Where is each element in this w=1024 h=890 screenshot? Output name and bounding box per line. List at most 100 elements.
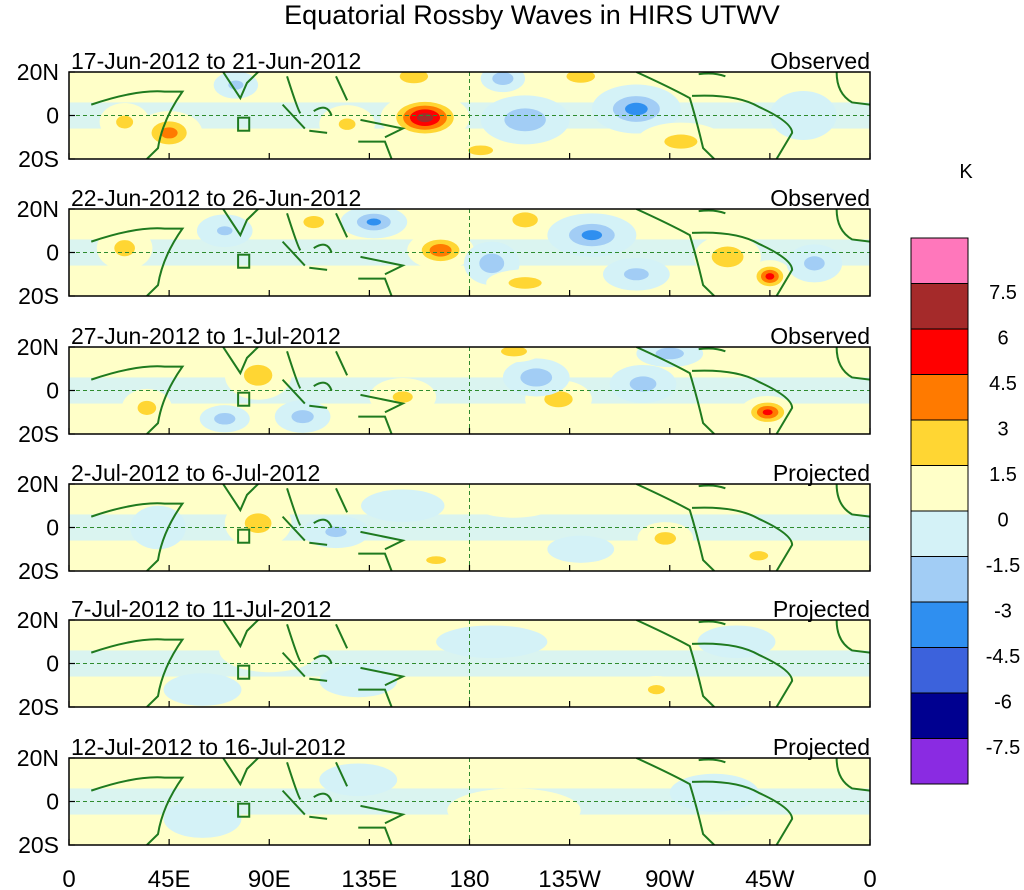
contour-level bbox=[426, 556, 447, 564]
panel-date-range: 27-Jun-2012 to 1-Jul-2012 bbox=[71, 323, 341, 349]
x-tick-label: 0 bbox=[62, 866, 75, 890]
coast-india bbox=[221, 484, 260, 513]
contour-level bbox=[520, 368, 553, 387]
colorbar-label: -7.5 bbox=[986, 737, 1020, 759]
contour-level bbox=[711, 246, 744, 268]
coast-africa bbox=[90, 502, 185, 571]
coast-americas bbox=[635, 620, 794, 707]
x-tick-label: 0 bbox=[863, 866, 876, 890]
contour-level bbox=[116, 115, 134, 129]
panel-status: Projected bbox=[773, 734, 870, 760]
anomaly-region bbox=[697, 625, 776, 659]
anomaly-region bbox=[361, 489, 445, 523]
panel-5: 20N 0 20S 7-Jul-2012 to 11-Jul-2012 Projecte… bbox=[17, 596, 871, 720]
colorbar-swatch bbox=[910, 237, 969, 284]
coastlines bbox=[90, 484, 870, 571]
panel-date-range: 22-Jun-2012 to 26-Jun-2012 bbox=[71, 185, 361, 211]
coast-africa bbox=[90, 776, 185, 845]
coast-west-africa bbox=[835, 620, 870, 654]
y-tick-label: 20N bbox=[17, 59, 59, 85]
y-tick-label: 20N bbox=[17, 334, 59, 360]
coast-india bbox=[221, 620, 260, 649]
colorbar-label: -3 bbox=[994, 600, 1012, 622]
panel-2: 20N 0 20S 22-Jun-2012 to 26-Jun-2012 Observe… bbox=[17, 185, 871, 309]
anomaly-region bbox=[319, 763, 398, 797]
y-tick-label: 20N bbox=[17, 745, 59, 771]
coast-americas bbox=[635, 72, 794, 159]
contour-level bbox=[303, 215, 325, 229]
panels: 20N 0 20S 17-Jun-2012 to 21-Jun-2012 Observe… bbox=[17, 48, 871, 858]
contour-level bbox=[765, 273, 775, 280]
contour-level bbox=[399, 72, 429, 84]
contour-level bbox=[160, 127, 178, 139]
contour-level bbox=[479, 253, 505, 274]
anomaly-region bbox=[163, 673, 242, 706]
colorbar-label: 1.5 bbox=[989, 464, 1017, 486]
panel-4: 20N 0 20S 2-Jul-2012 to 6-Jul-2012 Projected bbox=[17, 460, 871, 584]
contour-level bbox=[244, 513, 272, 533]
contour-level bbox=[429, 244, 452, 257]
coastlines bbox=[90, 758, 870, 845]
y-tick-label: 20N bbox=[17, 196, 59, 222]
coast-west-africa bbox=[835, 484, 870, 518]
coastlines bbox=[90, 72, 870, 159]
contour-level bbox=[647, 684, 665, 695]
colorbar-swatch bbox=[910, 374, 969, 421]
y-tick-label: 20S bbox=[18, 421, 59, 447]
y-tick-label: 20N bbox=[17, 607, 59, 633]
coast-india bbox=[221, 72, 260, 101]
colorbar-swatch bbox=[910, 601, 969, 648]
colorbar-swatch bbox=[910, 692, 969, 739]
contour-level bbox=[512, 212, 538, 228]
contour-level bbox=[749, 551, 769, 561]
colorbar-label: 4.5 bbox=[989, 373, 1017, 395]
x-tick-label: 90E bbox=[248, 866, 291, 890]
panel-date-range: 2-Jul-2012 to 6-Jul-2012 bbox=[71, 460, 320, 486]
panel-status: Projected bbox=[773, 460, 870, 486]
y-tick-label: 20S bbox=[18, 146, 59, 172]
contour-level bbox=[566, 72, 596, 83]
anomaly-region bbox=[469, 485, 559, 518]
panel-date-range: 7-Jul-2012 to 11-Jul-2012 bbox=[71, 596, 331, 622]
coast-se-asia bbox=[281, 212, 406, 296]
colorbar-units: K bbox=[959, 161, 973, 183]
contour-level bbox=[581, 230, 603, 241]
anomaly-region bbox=[547, 535, 615, 563]
coast-africa bbox=[90, 638, 185, 707]
y-tick-label: 20S bbox=[18, 283, 59, 309]
colorbar-label: 0 bbox=[997, 509, 1008, 531]
panel-status: Observed bbox=[770, 185, 870, 211]
coastlines bbox=[90, 347, 870, 434]
colorbar-swatch bbox=[910, 647, 969, 694]
panel-date-range: 17-Jun-2012 to 21-Jun-2012 bbox=[71, 48, 361, 74]
y-tick-label: 20S bbox=[18, 832, 59, 858]
coast-india bbox=[221, 209, 260, 238]
colorbar-swatch bbox=[910, 419, 969, 466]
colorbar-label: -1.5 bbox=[986, 555, 1020, 577]
contour-level bbox=[214, 412, 236, 425]
contour-level bbox=[468, 145, 494, 156]
coast-se-asia bbox=[281, 761, 406, 845]
coast-africa bbox=[90, 365, 185, 434]
contour-level bbox=[804, 256, 825, 271]
contour-level bbox=[243, 364, 273, 386]
panel-3: 20N 0 20S 27-Jun-2012 to 1-Jul-2012 Observed bbox=[17, 323, 871, 447]
coast-west-africa bbox=[835, 72, 870, 106]
anomaly-region bbox=[769, 91, 837, 140]
coastlines bbox=[90, 209, 870, 296]
y-tick-label: 20N bbox=[17, 471, 59, 497]
contour-level bbox=[654, 532, 677, 545]
box-marker bbox=[237, 116, 251, 132]
colorbar-swatch bbox=[910, 283, 969, 330]
box-marker bbox=[237, 664, 251, 680]
coast-americas bbox=[635, 209, 794, 296]
box-marker bbox=[237, 528, 251, 544]
panel-status: Observed bbox=[770, 323, 870, 349]
contour-level bbox=[338, 118, 356, 130]
colorbar-label: 7.5 bbox=[989, 282, 1017, 304]
colorbar-swatch bbox=[910, 738, 969, 785]
x-tick-label: 135E bbox=[341, 866, 397, 890]
y-tick-label: 0 bbox=[46, 240, 59, 266]
panel-date-range: 12-Jul-2012 to 16-Jul-2012 bbox=[71, 734, 346, 760]
